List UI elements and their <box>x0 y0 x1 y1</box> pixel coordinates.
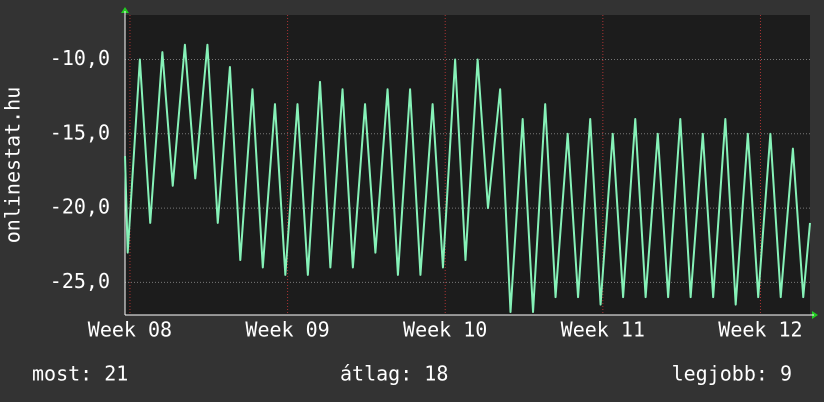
plot-area <box>125 15 810 315</box>
footer-average: átlag: 18 <box>340 362 448 386</box>
x-tick-label: Week 11 <box>561 318 645 342</box>
y-tick-label: -25,0 <box>50 269 110 293</box>
y-tick-label: -10,0 <box>50 46 110 70</box>
axis-arrow <box>812 311 818 319</box>
x-tick-label: Week 08 <box>88 318 172 342</box>
x-tick-label: Week 09 <box>245 318 329 342</box>
y-axis-label: onlinestat.hu <box>1 87 25 244</box>
x-tick-label: Week 12 <box>718 318 802 342</box>
y-tick-label: -15,0 <box>50 120 110 144</box>
axis-arrow <box>121 7 129 13</box>
y-tick-label: -20,0 <box>50 195 110 219</box>
data-line <box>124 43 811 314</box>
footer-best: legjobb: 9 <box>672 362 792 386</box>
x-tick-label: Week 10 <box>403 318 487 342</box>
footer-now: most: 21 <box>32 362 128 386</box>
